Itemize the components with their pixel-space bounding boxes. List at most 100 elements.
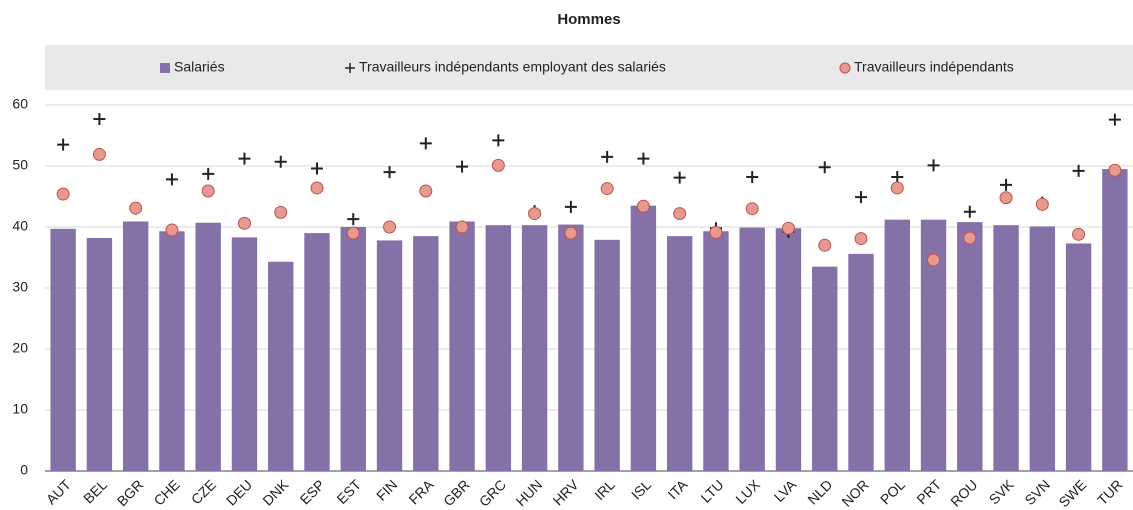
x-tick-label: FRA: [405, 476, 437, 508]
bar: [1102, 169, 1128, 472]
bar: [775, 228, 802, 471]
circle-marker: [165, 223, 179, 237]
circle-marker: [709, 225, 723, 239]
plus-marker: [1000, 178, 1013, 191]
x-tick-label: EST: [333, 476, 364, 507]
x-tick-label: NLD: [804, 476, 835, 507]
circle-marker: [92, 147, 106, 161]
circle-marker: [636, 199, 650, 213]
bar: [413, 236, 439, 471]
circle-marker: [564, 226, 578, 240]
bar: [485, 225, 512, 471]
y-tick-label: 20: [12, 340, 28, 356]
plus-marker: [492, 134, 505, 147]
x-tick-label: DNK: [259, 476, 292, 509]
circle-marker: [818, 238, 832, 252]
x-tick-label: BGR: [114, 476, 147, 509]
bar: [594, 239, 620, 471]
bar: [304, 233, 330, 471]
bar: [1029, 226, 1056, 471]
circle-marker: [383, 220, 397, 234]
plus-marker: [927, 159, 940, 172]
circle-marker: [491, 158, 505, 172]
x-tick-label: SVK: [986, 476, 1018, 508]
bar: [666, 236, 693, 471]
x-tick-label: LTU: [697, 476, 726, 505]
x-tick-label: FIN: [373, 476, 400, 503]
bar: [703, 231, 729, 471]
legend-label: Travailleurs indépendants: [854, 59, 1014, 75]
x-tick-label: ESP: [297, 476, 328, 507]
circle-marker: [673, 207, 687, 221]
y-tick-label: 10: [12, 401, 28, 417]
circle-marker: [419, 184, 433, 198]
plus-marker: [637, 152, 650, 165]
y-tick-label: 50: [12, 157, 28, 173]
plus-marker: [311, 162, 323, 175]
circle-marker: [1108, 163, 1122, 177]
bar: [159, 231, 185, 471]
x-tick-label: GRC: [476, 476, 509, 509]
circle-marker: [999, 191, 1013, 205]
bar: [195, 222, 221, 471]
plus-marker: [57, 138, 70, 151]
circle-marker: [56, 187, 70, 201]
legend-box: [45, 45, 1133, 90]
circle-marker: [854, 232, 868, 246]
plus-marker: [456, 160, 469, 173]
x-tick-label: CZE: [188, 476, 219, 507]
legend-label: Salariés: [174, 59, 225, 75]
x-tick-label: HUN: [513, 476, 546, 509]
circle-marker: [890, 181, 904, 195]
bar: [122, 221, 149, 471]
legend-label: Travailleurs indépendants employant des …: [359, 59, 666, 75]
x-tick-label: TUR: [1094, 476, 1126, 508]
x-tick-label: NOR: [838, 476, 871, 509]
circle-marker: [310, 181, 324, 195]
circle-marker: [201, 184, 215, 198]
bar: [521, 225, 548, 471]
y-tick-label: 60: [12, 96, 28, 112]
circle-marker: [781, 221, 795, 235]
bar: [268, 261, 294, 471]
plus-marker: [238, 152, 251, 165]
circle-marker: [927, 253, 941, 267]
legend-swatch: [160, 63, 170, 73]
bar: [884, 219, 910, 471]
legend-swatch: [345, 63, 355, 73]
y-tick-label: 0: [20, 462, 28, 478]
x-tick-label: BEL: [80, 476, 110, 506]
circle-marker: [1072, 227, 1086, 241]
bar: [630, 205, 657, 471]
plus-marker: [855, 191, 867, 204]
x-tick-label: CHE: [150, 476, 182, 508]
bar: [449, 221, 475, 471]
circle-marker: [745, 202, 759, 216]
x-tick-label: ISL: [628, 476, 654, 502]
bar: [50, 228, 76, 471]
circle-marker: [963, 231, 977, 245]
plus-marker: [1108, 113, 1121, 126]
bar: [376, 240, 403, 471]
circle-marker: [237, 216, 251, 230]
x-tick-label: GBR: [440, 476, 473, 509]
plus-marker: [419, 137, 432, 150]
x-tick-label: DEU: [223, 476, 255, 508]
x-tick-label: SVN: [1021, 476, 1053, 508]
x-tick-label: POL: [877, 476, 908, 507]
x-tick-label: ROU: [947, 476, 980, 509]
legend-swatch: [839, 62, 851, 74]
x-tick-label: LUX: [732, 476, 763, 507]
bar: [848, 253, 874, 471]
plus-marker: [202, 167, 215, 180]
x-tick-label: HRV: [550, 476, 583, 509]
bar: [812, 266, 838, 471]
y-tick-label: 30: [12, 279, 28, 295]
plus-marker: [93, 113, 106, 126]
circle-marker: [1035, 197, 1049, 211]
plus-marker: [1072, 164, 1085, 177]
bar: [86, 237, 113, 471]
circle-marker: [600, 182, 614, 196]
x-tick-label: IRL: [591, 476, 618, 503]
